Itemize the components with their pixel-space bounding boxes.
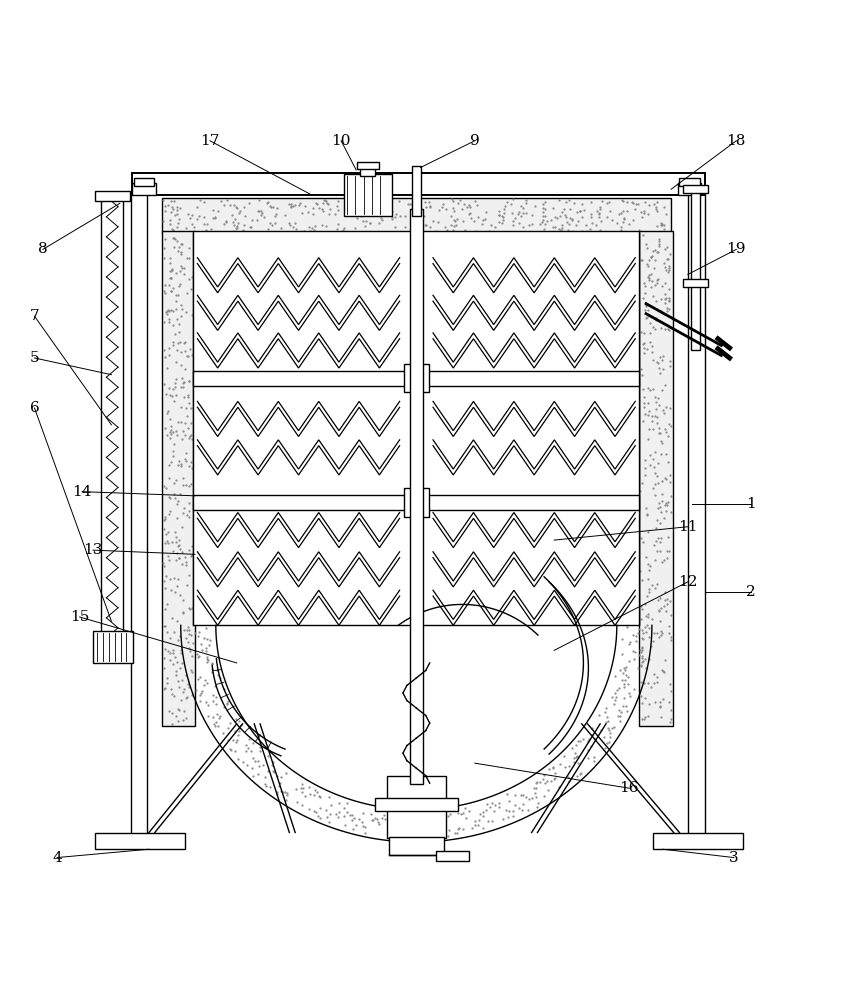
Text: 19: 19: [727, 242, 746, 256]
Bar: [130, 193, 147, 834]
Bar: [193, 231, 639, 625]
Text: 13: 13: [83, 543, 103, 557]
Bar: [360, 167, 375, 176]
Bar: [683, 185, 708, 193]
Text: 16: 16: [620, 781, 639, 795]
Bar: [193, 371, 639, 386]
Bar: [653, 833, 743, 849]
Text: 8: 8: [38, 242, 48, 256]
Text: 4: 4: [52, 851, 62, 865]
Text: 11: 11: [678, 520, 697, 534]
Text: 6: 6: [29, 401, 40, 415]
Text: 18: 18: [727, 134, 746, 148]
Text: 7: 7: [29, 309, 40, 323]
Text: 10: 10: [331, 134, 351, 148]
Bar: [193, 495, 639, 510]
Bar: [134, 178, 154, 186]
Bar: [412, 166, 420, 216]
Bar: [639, 231, 673, 726]
Bar: [404, 488, 429, 517]
Text: 15: 15: [70, 610, 89, 624]
Bar: [357, 162, 378, 169]
Bar: [132, 183, 156, 195]
Bar: [93, 631, 133, 663]
Bar: [683, 279, 708, 287]
Bar: [387, 776, 446, 838]
Bar: [436, 851, 469, 861]
Bar: [389, 837, 444, 855]
Text: 5: 5: [29, 351, 40, 365]
Bar: [678, 183, 701, 195]
Text: 17: 17: [200, 134, 220, 148]
Bar: [344, 174, 392, 216]
Text: 9: 9: [470, 134, 479, 148]
Text: 14: 14: [72, 485, 92, 499]
Bar: [161, 198, 671, 233]
Bar: [404, 364, 429, 392]
Text: 1: 1: [746, 497, 755, 511]
Bar: [161, 231, 195, 726]
Bar: [132, 173, 705, 195]
Bar: [688, 193, 705, 834]
Bar: [410, 209, 423, 784]
Bar: [691, 191, 700, 350]
Bar: [95, 833, 185, 849]
Text: 2: 2: [746, 585, 755, 599]
Bar: [102, 195, 123, 650]
Bar: [95, 191, 130, 201]
Bar: [374, 798, 458, 811]
Bar: [680, 178, 700, 186]
Text: 12: 12: [678, 575, 697, 589]
Text: 3: 3: [729, 851, 738, 865]
